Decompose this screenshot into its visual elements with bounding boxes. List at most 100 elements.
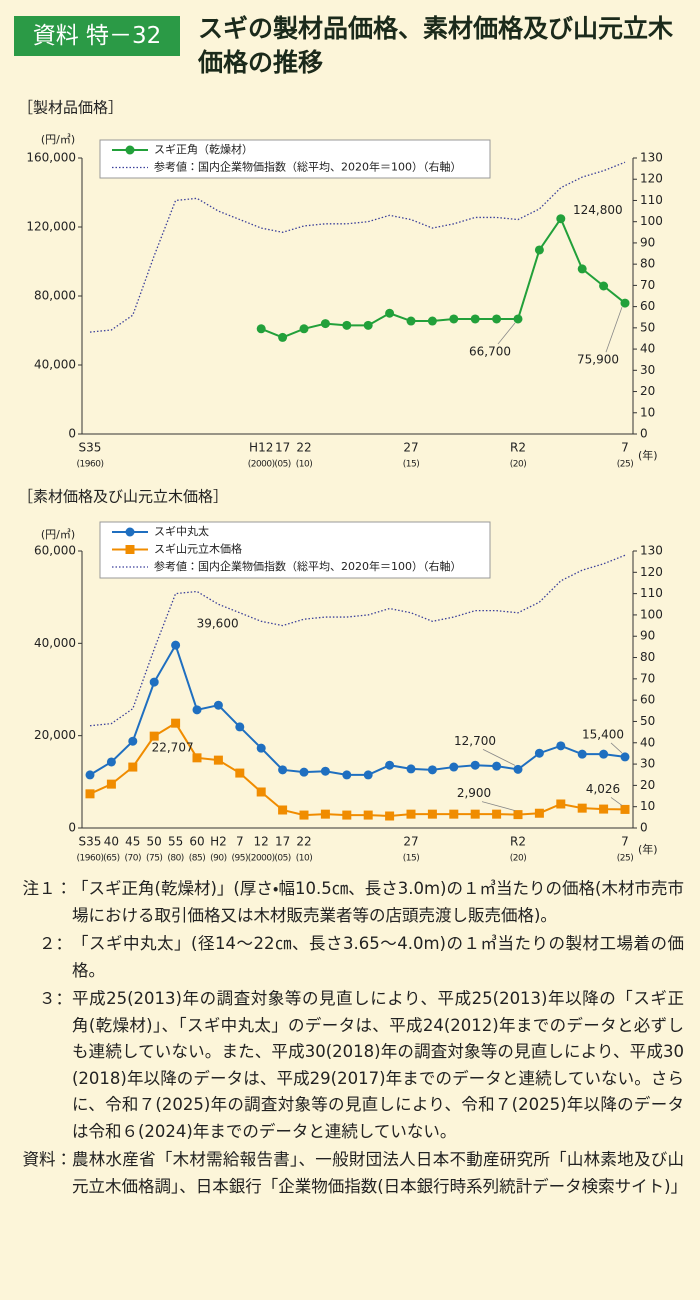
notes: 注１： 「スギ正角(乾燥材)」(厚さ・幅10.5㎝、長さ3.0m)の１㎥当たりの価… bbox=[10, 876, 690, 1202]
y2-tick-label: 20 bbox=[640, 384, 655, 398]
value-label: 22,707 bbox=[152, 741, 194, 755]
point bbox=[106, 779, 116, 789]
value-label: 124,800 bbox=[573, 203, 623, 217]
y-axis-unit: (円/㎥) bbox=[41, 133, 75, 146]
figure-badge: 資料 特－32 bbox=[14, 16, 180, 56]
point bbox=[556, 741, 566, 751]
value-label: 12,700 bbox=[454, 734, 496, 748]
y-tick-label: 40,000 bbox=[34, 358, 76, 372]
value-label: 39,600 bbox=[197, 617, 239, 631]
point bbox=[299, 767, 309, 777]
point bbox=[449, 809, 459, 819]
point bbox=[577, 264, 587, 274]
y2-tick-label: 120 bbox=[640, 172, 663, 186]
x-axis-unit: (年) bbox=[638, 448, 658, 462]
point bbox=[556, 799, 566, 809]
y2-tick-label: 80 bbox=[640, 650, 655, 664]
y2-tick-label: 0 bbox=[640, 427, 648, 441]
y2-tick-label: 30 bbox=[640, 757, 655, 771]
y2-tick-label: 50 bbox=[640, 320, 655, 334]
y2-tick-label: 110 bbox=[640, 193, 663, 207]
value-label: 66,700 bbox=[469, 344, 511, 358]
note-text: 平成25(2013)年の調査対象等の見直しにより、平成25(2013)年以降の「… bbox=[72, 989, 684, 1141]
point bbox=[513, 314, 523, 324]
point bbox=[192, 753, 202, 763]
source: 資料： 農林水産省「木材需給報告書」、一般財団法人日本不動産研究所「山林素地及び山… bbox=[10, 1147, 690, 1200]
x-tick-label: 50 bbox=[147, 835, 162, 849]
x-tick-label: 17 bbox=[275, 835, 290, 849]
point bbox=[427, 316, 437, 326]
x-tick-label: 17 bbox=[275, 441, 290, 455]
point bbox=[235, 768, 245, 778]
point bbox=[213, 700, 223, 710]
point bbox=[363, 810, 373, 820]
legend-box bbox=[99, 521, 491, 579]
point bbox=[599, 281, 609, 291]
x-tick-sublabel: (1960) bbox=[77, 460, 104, 470]
point bbox=[406, 316, 416, 326]
x-tick-sublabel: (90) bbox=[210, 854, 226, 864]
point bbox=[492, 761, 502, 771]
figure-title: スギの製材品価格、素材価格及び山元立木価格の推移 bbox=[198, 14, 674, 77]
leader-line bbox=[610, 797, 623, 806]
x-tick-label: 60 bbox=[189, 835, 204, 849]
leader-line bbox=[610, 742, 623, 754]
series-line bbox=[260, 216, 626, 339]
point bbox=[449, 762, 459, 772]
note: 注１： 「スギ正角(乾燥材)」(厚さ・幅10.5㎝、長さ3.0m)の１㎥当たりの価… bbox=[10, 876, 690, 929]
y2-tick-label: 10 bbox=[640, 405, 655, 419]
point bbox=[299, 324, 309, 334]
y-tick-label: 20,000 bbox=[34, 728, 76, 742]
charts: ［製材品価格］ (円/㎥) 0 40,000 80,000 120,000 160,000 0… bbox=[18, 99, 663, 864]
y2-tick-label: 110 bbox=[640, 586, 663, 600]
point bbox=[406, 764, 416, 774]
chart-title: ［製材品価格］ bbox=[18, 99, 123, 117]
y2-tick-label: 30 bbox=[640, 363, 655, 377]
point bbox=[492, 809, 502, 819]
y-tick-label: 0 bbox=[68, 821, 76, 835]
source-text: 農林水産省「木材需給報告書」、一般財団法人日本不動産研究所「山林素地及び山元立木… bbox=[72, 1150, 688, 1196]
point bbox=[320, 766, 330, 776]
point bbox=[620, 804, 630, 814]
x-tick-label: 7 bbox=[236, 835, 244, 849]
y-tick-label: 40,000 bbox=[34, 636, 76, 650]
value-label: 4,026 bbox=[586, 782, 620, 796]
y2-tick-label: 80 bbox=[640, 257, 655, 271]
x-tick-label: 45 bbox=[125, 835, 140, 849]
point bbox=[171, 640, 181, 650]
y2-tick-label: 70 bbox=[640, 278, 655, 292]
value-label: 2,900 bbox=[457, 786, 491, 800]
series-line bbox=[89, 554, 626, 727]
legend-marker bbox=[125, 145, 135, 155]
point bbox=[513, 810, 523, 820]
point bbox=[213, 755, 223, 765]
note-text: 「スギ正角(乾燥材)」(厚さ・幅10.5㎝、長さ3.0m)の１㎥当たりの価格(木… bbox=[72, 879, 684, 925]
note-text: 「スギ中丸太」(径14～22㎝、長さ3.65～4.0m)の１㎥当たりの製材工場着… bbox=[72, 934, 684, 980]
x-tick-label: S35 bbox=[79, 835, 102, 849]
y2-tick-label: 50 bbox=[640, 714, 655, 728]
y2-tick-label: 100 bbox=[640, 214, 663, 228]
point bbox=[106, 757, 116, 767]
x-tick-label: R2 bbox=[510, 441, 526, 455]
series-line bbox=[89, 721, 626, 817]
x-tick-sublabel: (2000) bbox=[248, 854, 275, 864]
x-tick-label: 12 bbox=[254, 835, 269, 849]
x-tick-sublabel: (95) bbox=[232, 854, 248, 864]
x-tick-label: 7 bbox=[621, 441, 629, 455]
y-tick-label: 80,000 bbox=[34, 289, 76, 303]
point bbox=[577, 749, 587, 759]
leader-line bbox=[605, 306, 623, 353]
point bbox=[492, 314, 502, 324]
y2-tick-label: 120 bbox=[640, 565, 663, 579]
y2-tick-label: 60 bbox=[640, 299, 655, 313]
point bbox=[278, 805, 288, 815]
point bbox=[513, 764, 523, 774]
x-tick-label: R2 bbox=[510, 835, 526, 849]
point bbox=[620, 298, 630, 308]
point bbox=[128, 762, 138, 772]
point bbox=[534, 245, 544, 255]
legend-box bbox=[99, 139, 491, 179]
y2-tick-label: 90 bbox=[640, 235, 655, 249]
x-tick-sublabel: (05) bbox=[274, 460, 290, 470]
x-tick-sublabel: (20) bbox=[510, 854, 526, 864]
